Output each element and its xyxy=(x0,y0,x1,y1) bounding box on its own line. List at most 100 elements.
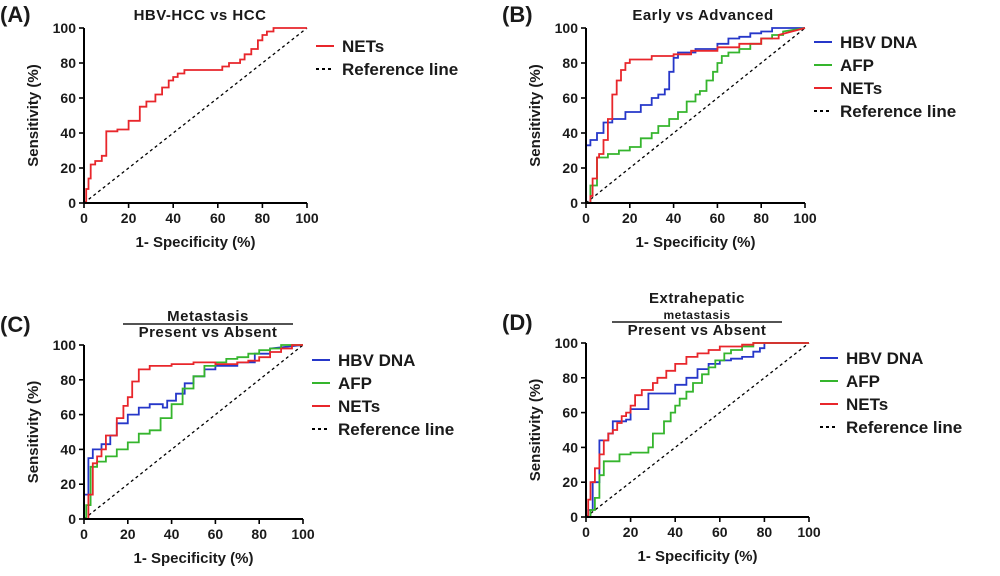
y-tick-label: 40 xyxy=(60,441,76,457)
reference-line xyxy=(585,342,810,518)
y-tick-label: 20 xyxy=(60,476,76,492)
x-axis-label: 1- Specificity (%) xyxy=(635,234,755,251)
x-tick-label: 60 xyxy=(712,524,728,540)
x-tick-label: 100 xyxy=(793,210,817,226)
roc-line-afp xyxy=(586,27,806,204)
x-tick-label: 80 xyxy=(753,210,769,226)
roc-line-nets xyxy=(84,344,303,520)
reference-line xyxy=(83,344,304,520)
y-tick-label: 100 xyxy=(555,20,579,36)
roc-panel-b: (B) Early vs Advanced 0 20 40 60 80 100 0 20 40 60 8… xyxy=(502,2,956,251)
y-tick-label: 40 xyxy=(562,439,578,455)
x-tick-label: 100 xyxy=(291,526,315,542)
legend-entry: Reference line xyxy=(840,102,956,121)
x-tick-label: 60 xyxy=(210,210,226,226)
panel-label: (C) xyxy=(0,312,31,337)
x-tick-label: 0 xyxy=(80,526,88,542)
legend-entry: AFP xyxy=(846,372,880,391)
y-tick-label: 60 xyxy=(562,405,578,421)
y-tick-label: 0 xyxy=(68,511,76,527)
x-tick-label: 80 xyxy=(757,524,773,540)
x-tick-label: 20 xyxy=(120,526,136,542)
y-tick-label: 0 xyxy=(570,195,578,211)
panel-label: (D) xyxy=(502,310,533,335)
chart-title: Metastasis xyxy=(167,308,249,325)
roc-line-hbv-dna xyxy=(585,27,805,203)
x-tick-label: 100 xyxy=(295,210,319,226)
y-tick-label: 80 xyxy=(60,372,76,388)
x-tick-label: 20 xyxy=(121,210,137,226)
x-tick-label: 60 xyxy=(710,210,726,226)
x-axis-label: 1- Specificity (%) xyxy=(135,234,255,251)
legend-entry: Reference line xyxy=(846,418,962,437)
y-axis-label: Sensitivity (%) xyxy=(25,64,42,167)
reference-line xyxy=(83,27,308,204)
y-tick-label: 0 xyxy=(570,509,578,525)
y-tick-label: 100 xyxy=(555,335,579,351)
chart-title: metastasis xyxy=(663,308,730,322)
y-axis-label: Sensitivity (%) xyxy=(527,64,544,167)
chart-title: Present vs Absent xyxy=(139,324,278,341)
y-tick-label: 100 xyxy=(53,337,77,353)
y-tick-label: 80 xyxy=(60,55,76,71)
y-tick-label: 60 xyxy=(60,90,76,106)
legend-entry: HBV DNA xyxy=(840,33,917,52)
legend-entry: NETs xyxy=(338,397,380,416)
y-tick-label: 20 xyxy=(562,160,578,176)
legend-entry: Reference line xyxy=(342,60,458,79)
x-axis-label: 1- Specificity (%) xyxy=(637,548,757,565)
x-tick-label: 0 xyxy=(582,210,590,226)
x-tick-label: 20 xyxy=(623,524,639,540)
y-tick-label: 0 xyxy=(68,195,76,211)
legend-entry: AFP xyxy=(840,56,874,75)
legend-entry: AFP xyxy=(338,374,372,393)
y-axis-label: Sensitivity (%) xyxy=(25,381,42,484)
roc-panel-a: (A) HBV-HCC vs HCC 0 20 40 60 80 100 0 20 40 60 80 10… xyxy=(0,2,458,251)
y-tick-label: 60 xyxy=(60,407,76,423)
legend-entry: HBV DNA xyxy=(846,349,923,368)
x-tick-label: 40 xyxy=(666,210,682,226)
legend-entry: NETs xyxy=(342,37,384,56)
x-tick-label: 60 xyxy=(208,526,224,542)
y-tick-label: 20 xyxy=(60,160,76,176)
roc-line-nets xyxy=(84,27,307,204)
x-tick-label: 40 xyxy=(667,524,683,540)
y-tick-label: 40 xyxy=(562,125,578,141)
panel-label: (A) xyxy=(0,2,31,27)
chart-title: HBV-HCC vs HCC xyxy=(134,7,267,24)
y-tick-label: 80 xyxy=(562,55,578,71)
panel-label: (B) xyxy=(502,2,533,27)
roc-line-nets xyxy=(586,342,809,518)
x-axis-label: 1- Specificity (%) xyxy=(133,550,253,567)
y-tick-label: 80 xyxy=(562,370,578,386)
x-tick-label: 80 xyxy=(251,526,267,542)
y-axis-label: Sensitivity (%) xyxy=(527,379,544,482)
legend-entry: NETs xyxy=(846,395,888,414)
legend-entry: Reference line xyxy=(338,420,454,439)
x-tick-label: 0 xyxy=(582,524,590,540)
chart-title: Early vs Advanced xyxy=(632,7,773,24)
x-tick-label: 0 xyxy=(80,210,88,226)
legend-entry: HBV DNA xyxy=(338,351,415,370)
roc-line-afp xyxy=(84,344,303,520)
x-tick-label: 80 xyxy=(255,210,271,226)
chart-title: Extrahepatic xyxy=(649,290,745,307)
reference-line xyxy=(585,27,806,204)
chart-title: Present vs Absent xyxy=(628,322,767,339)
x-tick-label: 20 xyxy=(622,210,638,226)
y-tick-label: 100 xyxy=(53,20,77,36)
y-tick-label: 40 xyxy=(60,125,76,141)
roc-line-afp xyxy=(586,342,809,518)
roc-line-hbv-dna xyxy=(83,344,304,519)
legend-entry: NETs xyxy=(840,79,882,98)
y-tick-label: 60 xyxy=(562,90,578,106)
x-tick-label: 40 xyxy=(164,526,180,542)
x-tick-label: 40 xyxy=(165,210,181,226)
x-tick-label: 100 xyxy=(797,524,821,540)
roc-line-hbv-dna xyxy=(586,342,809,518)
y-tick-label: 20 xyxy=(562,474,578,490)
roc-line-nets xyxy=(586,27,806,204)
